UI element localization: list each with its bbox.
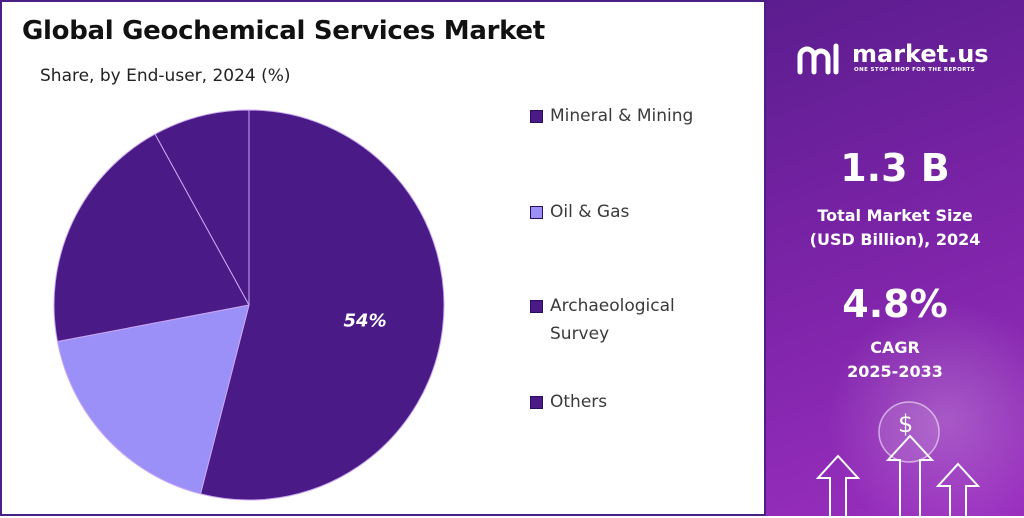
legend-item-others: Others: [530, 388, 720, 416]
pie-slice-oil-gas: [56, 304, 250, 495]
growth-arrows-icon: [815, 401, 981, 516]
chart-panel: Global Geochemical Services Market Share…: [0, 0, 766, 516]
legend-label: Mineral & Mining: [550, 106, 694, 126]
legend-swatch-oil-gas: [530, 206, 543, 219]
market-us-logo-icon: [797, 43, 839, 75]
legend-label: Archaeological Survey: [550, 296, 675, 344]
cagr-period: 2025-2033: [847, 362, 943, 381]
legend-swatch-others: [530, 396, 543, 409]
cagr-value: 4.8%: [842, 282, 948, 326]
brand-tagline: ONE STOP SHOP FOR THE REPORTS: [854, 67, 976, 73]
pie-slice-mineral-mining: [199, 109, 445, 501]
data-label-mineral-mining: 54%: [344, 311, 387, 332]
pie-slice-archaeological-survey: [53, 133, 250, 343]
pie-chart: 54%: [53, 109, 445, 501]
brand-name: market.us: [852, 40, 989, 68]
chart-title: Global Geochemical Services Market: [22, 16, 545, 46]
cagr-label: CAGR: [870, 338, 920, 357]
pie-slice-others: [154, 109, 250, 306]
chart-subtitle: Share, by End-user, 2024 (%): [40, 66, 291, 86]
dollar-icon: $: [898, 410, 914, 438]
legend-item-oil-gas: Oil & Gas: [530, 198, 720, 226]
legend-item-archaeological-survey: Archaeological Survey: [530, 292, 720, 348]
market-size-value: 1.3 B: [840, 146, 950, 190]
legend-swatch-mineral-mining: [530, 110, 543, 123]
legend-swatch-archaeological-survey: [530, 300, 543, 313]
legend-label: Oil & Gas: [550, 202, 630, 222]
legend-item-mineral-mining: Mineral & Mining: [530, 102, 720, 130]
legend-label: Others: [550, 392, 608, 412]
market-size-label-line1: Total Market Size: [817, 206, 973, 225]
brand-logo: market.us ONE STOP SHOP FOR THE REPORTS: [796, 40, 1006, 80]
background-glow: [826, 300, 1024, 516]
summary-panel: market.us ONE STOP SHOP FOR THE REPORTS …: [766, 0, 1024, 516]
market-size-label-line2: (USD Billion), 2024: [809, 230, 981, 249]
